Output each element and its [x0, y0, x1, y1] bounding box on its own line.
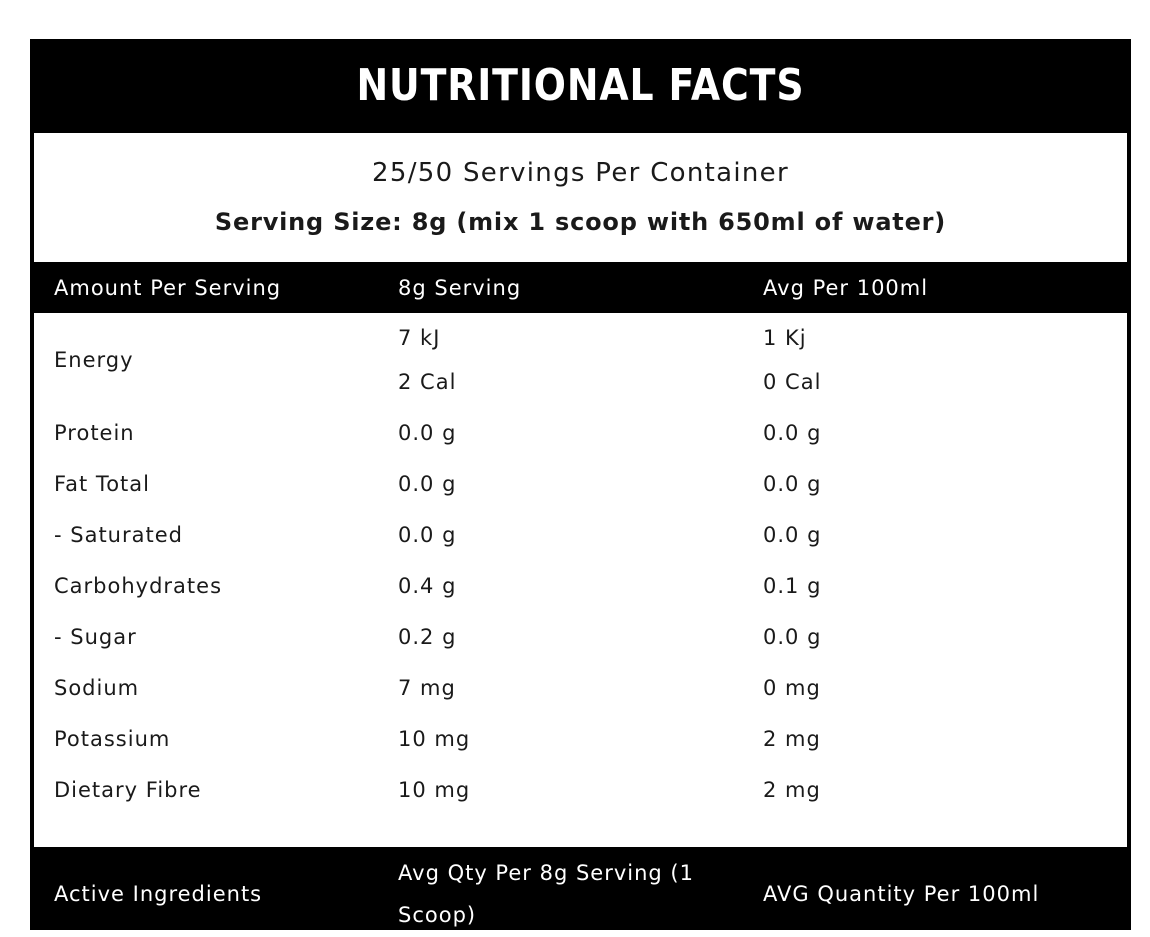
nutrient-serving-value: 0.2 g: [398, 624, 457, 649]
nutrient-per100-value: 0 mg: [763, 675, 821, 700]
header-avg-qty-per-serving: Avg Qty Per 8g Serving (1 Scoop): [398, 861, 694, 927]
nutrient-per100-value: 2 mg: [763, 777, 821, 802]
panel-title: Nutritional Facts: [356, 60, 805, 111]
table-row: - Sugar 0.2 g 0.0 g: [34, 611, 1127, 662]
energy-serving-cal: 2 Cal: [398, 370, 457, 394]
energy-per100-cal: 0 Cal: [763, 370, 822, 394]
energy-per100-values: 1 Kj 0 Cal: [763, 316, 1127, 404]
nutrient-serving-value: 7 mg: [398, 675, 456, 700]
nutrient-serving-value: 0.0 g: [398, 471, 457, 496]
nutrient-name: Dietary Fibre: [54, 777, 202, 802]
title-bar: Nutritional Facts: [34, 39, 1127, 133]
nutrient-per100-value: 0.0 g: [763, 624, 822, 649]
nutrient-per100-value: 0.0 g: [763, 420, 822, 445]
serving-size: Serving Size: 8g (mix 1 scoop with 650ml…: [214, 208, 947, 236]
header-avg-quantity-per-100ml: AVG Quantity Per 100ml: [763, 882, 1040, 906]
nutrient-name: Protein: [54, 420, 135, 445]
nutrient-per100-value: 0.0 g: [763, 471, 822, 496]
nutrient-serving-value: 0.0 g: [398, 522, 457, 547]
energy-serving-values: 7 kJ 2 Cal: [398, 316, 763, 404]
nutrient-table-body: Energy 7 kJ 2 Cal 1 Kj 0 Cal Protein 0.0…: [34, 313, 1127, 847]
header-per-100ml: Avg Per 100ml: [763, 275, 929, 300]
table-row: - Saturated 0.0 g 0.0 g: [34, 509, 1127, 560]
nutrient-serving-value: 0.0 g: [398, 420, 457, 445]
nutrition-panel: Nutritional Facts 25/50 Servings Per Con…: [30, 39, 1131, 930]
table-row-energy: Energy 7 kJ 2 Cal 1 Kj 0 Cal: [34, 313, 1127, 407]
serving-info: 25/50 Servings Per Container Serving Siz…: [34, 133, 1127, 262]
table-header-row: Amount Per Serving 8g Serving Avg Per 10…: [34, 262, 1127, 313]
nutrient-per100-value: 0.1 g: [763, 573, 822, 598]
energy-serving-kj: 7 kJ: [398, 326, 441, 350]
table-row: Fat Total 0.0 g 0.0 g: [34, 458, 1127, 509]
nutrient-name: Carbohydrates: [54, 573, 223, 598]
servings-per-container: 25/50 Servings Per Container: [372, 158, 789, 188]
table-row: Sodium 7 mg 0 mg: [34, 662, 1127, 713]
nutrient-name: - Saturated: [54, 522, 183, 547]
header-serving: 8g Serving: [398, 275, 522, 300]
header-amount-per-serving: Amount Per Serving: [54, 275, 282, 300]
nutrient-name: - Sugar: [54, 624, 137, 649]
table-row: Protein 0.0 g 0.0 g: [34, 407, 1127, 458]
nutrient-per100-value: 0.0 g: [763, 522, 822, 547]
table-row: Potassium 10 mg 2 mg: [34, 713, 1127, 764]
nutrient-serving-value: 0.4 g: [398, 573, 457, 598]
table-row: Dietary Fibre 10 mg 2 mg: [34, 764, 1127, 815]
nutrient-name: Energy: [54, 348, 134, 372]
header-active-ingredients: Active Ingredients: [54, 882, 263, 906]
table-row: Carbohydrates 0.4 g 0.1 g: [34, 560, 1127, 611]
nutrient-name: Sodium: [54, 675, 140, 700]
energy-per100-kj: 1 Kj: [763, 326, 807, 350]
nutrient-name: Fat Total: [54, 471, 150, 496]
nutrient-serving-value: 10 mg: [398, 726, 471, 751]
active-ingredients-header-row: Active Ingredients Avg Qty Per 8g Servin…: [34, 847, 1127, 937]
nutrient-name: Potassium: [54, 726, 171, 751]
nutrient-serving-value: 10 mg: [398, 777, 471, 802]
nutrient-per100-value: 2 mg: [763, 726, 821, 751]
